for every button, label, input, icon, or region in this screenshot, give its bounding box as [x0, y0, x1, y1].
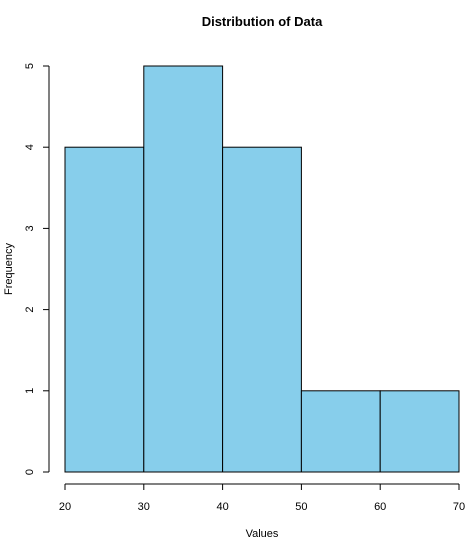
x-tick-label: 70: [453, 501, 465, 513]
x-tick-label: 60: [374, 501, 386, 513]
x-axis-label: Values: [246, 528, 279, 540]
y-tick-label: 5: [24, 63, 36, 69]
bars-group: [64, 65, 460, 473]
chart-title: Distribution of Data: [202, 14, 323, 29]
histogram-bar-60-70: [379, 390, 460, 473]
y-axis-label: Frequency: [3, 243, 15, 295]
y-axis: 0 1 2 3 4 5: [24, 63, 50, 475]
y-tick-label: 1: [24, 388, 36, 394]
histogram-bar-50-60: [300, 390, 381, 473]
histogram-bar-30-40: [143, 65, 224, 473]
x-tick-label: 40: [216, 501, 228, 513]
x-tick-label: 50: [295, 501, 307, 513]
x-tick-label: 20: [59, 501, 71, 513]
y-tick-label: 0: [24, 469, 36, 475]
y-tick-label: 2: [24, 307, 36, 313]
y-tick-label: 3: [24, 225, 36, 231]
y-tick-label: 4: [24, 144, 36, 150]
x-axis: 20 30 40 50 60 70: [59, 483, 465, 513]
histogram-bar-40-50: [222, 146, 302, 473]
x-tick-label: 30: [138, 501, 150, 513]
histogram-bar-20-30: [64, 146, 145, 473]
